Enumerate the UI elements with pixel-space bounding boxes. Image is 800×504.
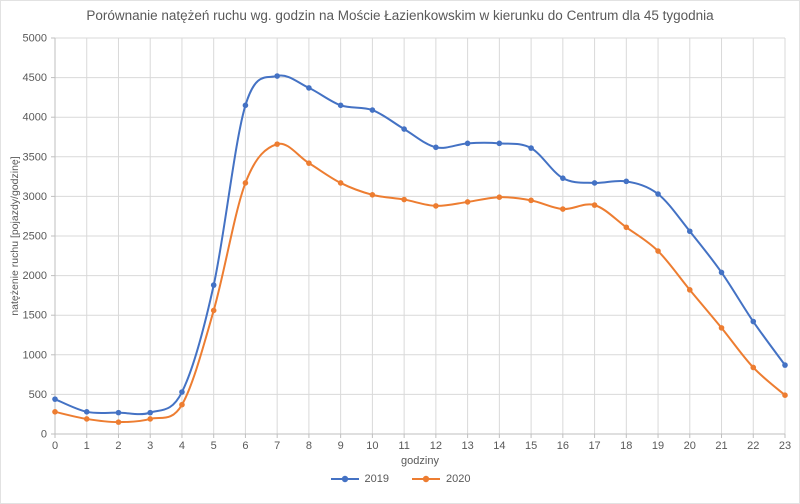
data-point-marker-2019 xyxy=(591,180,598,186)
data-point-marker-2019 xyxy=(655,191,661,197)
y-tick-label: 1500 xyxy=(23,310,47,322)
data-point-marker-2020 xyxy=(655,248,661,254)
data-point-marker-2020 xyxy=(242,180,249,186)
x-tick-label: 6 xyxy=(242,440,248,452)
x-tick-label: 22 xyxy=(747,440,759,452)
x-tick-label: 5 xyxy=(211,440,217,452)
x-tick-label: 20 xyxy=(684,440,696,452)
data-point-marker-2019 xyxy=(274,73,280,79)
y-tick-label: 4500 xyxy=(23,72,47,84)
data-point-marker-2019 xyxy=(369,107,376,113)
data-point-marker-2020 xyxy=(528,197,534,204)
data-point-marker-2019 xyxy=(560,175,566,181)
x-tick-label: 16 xyxy=(557,440,569,452)
y-tick-label: 5000 xyxy=(23,33,47,45)
legend-item-2019: 2019 xyxy=(330,473,389,485)
data-point-marker-2019 xyxy=(179,389,185,395)
x-tick-label: 11 xyxy=(398,440,409,452)
data-point-marker-2020 xyxy=(496,194,503,200)
data-point-marker-2020 xyxy=(147,416,154,422)
x-tick-label: 18 xyxy=(620,440,632,452)
x-tick-label: 23 xyxy=(779,440,791,452)
legend-marker-2019-icon xyxy=(330,475,359,483)
data-point-marker-2019 xyxy=(464,140,471,147)
data-point-marker-2020 xyxy=(433,203,439,209)
data-point-marker-2020 xyxy=(179,401,185,408)
data-point-marker-2019 xyxy=(115,409,122,416)
x-tick-label: 0 xyxy=(52,440,58,452)
data-point-marker-2019 xyxy=(528,145,534,151)
data-point-marker-2020 xyxy=(750,364,757,371)
data-point-marker-2019 xyxy=(306,85,312,91)
data-point-marker-2019 xyxy=(686,228,693,235)
data-point-marker-2020 xyxy=(591,202,598,208)
x-axis-title: godziny xyxy=(401,455,439,467)
data-point-marker-2020 xyxy=(210,307,217,314)
y-tick-label: 3500 xyxy=(23,151,47,163)
data-point-marker-2019 xyxy=(210,282,217,288)
x-tick-label: 21 xyxy=(715,440,727,452)
x-tick-label: 4 xyxy=(179,440,185,452)
y-tick-label: 0 xyxy=(41,429,47,441)
data-point-marker-2020 xyxy=(623,224,630,231)
x-tick-label: 1 xyxy=(84,440,90,452)
y-tick-label: 2500 xyxy=(23,231,47,243)
legend-label-2019: 2019 xyxy=(364,473,389,485)
y-tick-label: 3000 xyxy=(23,191,47,203)
chart-title: Porównanie natężeń ruchu wg. godzin na M… xyxy=(86,8,714,23)
data-point-marker-2019 xyxy=(750,318,757,325)
data-point-marker-2019 xyxy=(147,409,154,416)
series-line-2019 xyxy=(54,74,786,416)
legend-label-2020: 2020 xyxy=(446,473,471,485)
x-tick-label: 3 xyxy=(147,440,153,452)
data-point-marker-2019 xyxy=(83,409,90,415)
data-point-marker-2020 xyxy=(782,392,788,398)
data-point-marker-2020 xyxy=(686,287,693,293)
data-point-marker-2020 xyxy=(464,199,471,205)
x-tick-label: 19 xyxy=(652,440,664,452)
data-point-marker-2020 xyxy=(274,141,280,147)
data-point-marker-2019 xyxy=(52,396,58,402)
y-tick-label: 1000 xyxy=(23,349,47,361)
x-tick-label: 9 xyxy=(338,440,344,452)
data-point-marker-2019 xyxy=(337,102,344,109)
data-point-marker-2020 xyxy=(401,196,407,203)
data-point-marker-2019 xyxy=(401,126,407,132)
x-tick-label: 17 xyxy=(588,440,600,452)
data-point-marker-2020 xyxy=(306,160,312,166)
data-point-marker-2020 xyxy=(115,419,122,425)
data-point-marker-2019 xyxy=(433,144,439,151)
data-point-marker-2020 xyxy=(83,416,90,422)
data-point-marker-2019 xyxy=(242,102,249,109)
x-tick-label: 8 xyxy=(306,440,312,452)
x-tick-label: 7 xyxy=(274,440,280,452)
data-point-marker-2020 xyxy=(337,180,344,186)
x-tick-label: 13 xyxy=(461,440,473,452)
legend: 2019 2020 xyxy=(0,473,800,485)
x-tick-label: 10 xyxy=(366,440,378,452)
data-point-marker-2019 xyxy=(718,269,725,276)
data-point-marker-2020 xyxy=(369,192,376,198)
data-point-marker-2020 xyxy=(52,409,58,415)
legend-item-2020: 2020 xyxy=(411,473,470,485)
data-point-marker-2019 xyxy=(623,178,630,185)
data-point-marker-2020 xyxy=(560,206,566,212)
x-tick-label: 15 xyxy=(525,440,537,452)
data-point-marker-2019 xyxy=(496,140,503,147)
legend-marker-2020-icon xyxy=(412,475,440,483)
y-tick-label: 2000 xyxy=(23,270,47,282)
y-tick-label: 500 xyxy=(29,389,47,401)
x-tick-label: 2 xyxy=(115,440,121,452)
x-tick-label: 14 xyxy=(493,440,505,452)
plot-area: 0 500 1000 1500 2000 2500 3000 3500 4000 4500 5000… xyxy=(23,33,792,453)
x-tick-label: 12 xyxy=(430,440,442,452)
data-point-marker-2019 xyxy=(782,362,788,368)
data-point-marker-2020 xyxy=(718,325,725,331)
y-tick-label: 4000 xyxy=(23,112,47,124)
series-line-2020 xyxy=(54,142,786,424)
